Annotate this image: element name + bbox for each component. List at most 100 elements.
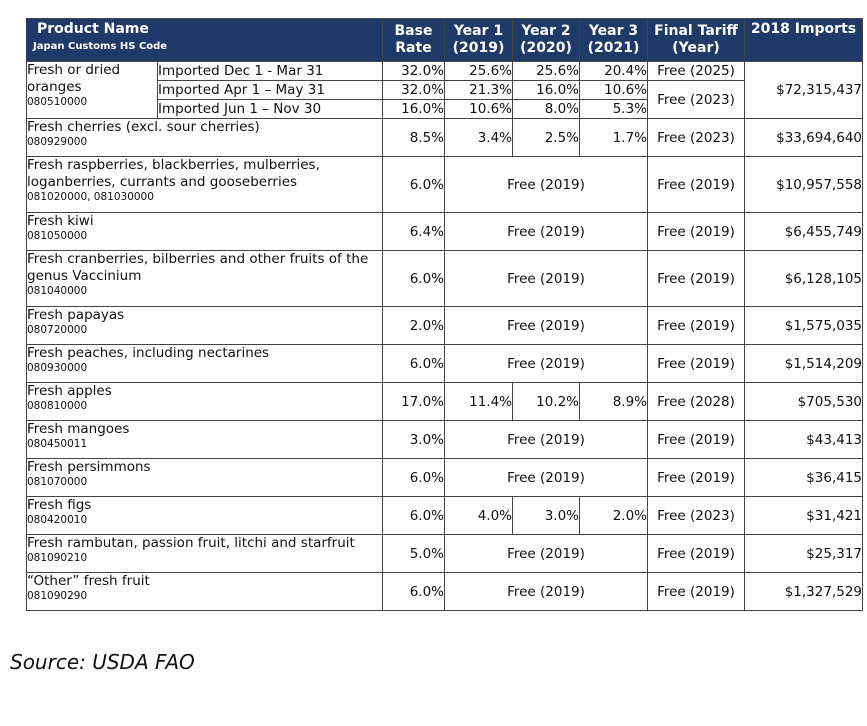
- final-tariff: Free (2019): [647, 212, 745, 251]
- base-rate: 8.5%: [382, 118, 445, 157]
- year1-3-rate: Free (2019): [444, 344, 648, 383]
- final-tariff: Free (2023): [647, 496, 745, 535]
- hs-code: 080450011: [27, 438, 88, 450]
- year1-3-rate: Free (2019): [444, 156, 648, 213]
- hs-code: 080810000: [27, 400, 88, 412]
- final-tariff: Free (2019): [647, 534, 745, 573]
- product-name-label: Product Name: [37, 21, 149, 37]
- year2-rate: 8.0%: [512, 99, 580, 119]
- imports-2018: $10,957,558: [744, 156, 863, 213]
- header-year3: Year 3 (2021): [579, 18, 648, 62]
- year3-rate: 1.7%: [579, 118, 648, 157]
- product-cell: Fresh cranberries, bilberries and other …: [26, 250, 383, 307]
- source-note: Source: USDA FAO: [10, 650, 195, 674]
- product-cell: Fresh mangoes 080450011: [26, 420, 383, 459]
- hs-code: 081090210: [27, 552, 88, 564]
- year3-rate: 10.6%: [579, 80, 648, 100]
- year3-rate: 2.0%: [579, 496, 648, 535]
- year2-rate: 16.0%: [512, 80, 580, 100]
- final-tariff: Free (2023): [647, 80, 745, 119]
- product-name: Fresh mangoes: [27, 421, 130, 437]
- base-rate: 6.4%: [382, 212, 445, 251]
- year2-rate: 3.0%: [512, 496, 580, 535]
- import-period: Imported Dec 1 - Mar 31: [157, 61, 383, 81]
- product-name: Fresh raspberries, blackberries, mulberr…: [27, 157, 320, 190]
- imports-2018: $72,315,437: [744, 61, 863, 119]
- year1-rate: 4.0%: [444, 496, 513, 535]
- year1-3-rate: Free (2019): [444, 250, 648, 307]
- imports-2018: $36,415: [744, 458, 863, 497]
- final-tariff: Free (2019): [647, 156, 745, 213]
- imports-2018: $705,530: [744, 382, 863, 421]
- table-row: Fresh papayas 080720000 2.0% Free (2019) Fre…: [26, 306, 863, 345]
- import-period: Imported Jun 1 – Nov 30: [157, 99, 383, 119]
- final-tariff: Free (2019): [647, 458, 745, 497]
- base-rate: 6.0%: [382, 458, 445, 497]
- imports-2018: $6,128,105: [744, 250, 863, 307]
- table-row: Fresh or dried oranges 080510000 Importe…: [26, 61, 863, 119]
- table-row: Fresh raspberries, blackberries, mulberr…: [26, 156, 863, 213]
- product-name: Fresh figs: [27, 497, 92, 513]
- year1-3-rate: Free (2019): [444, 458, 648, 497]
- final-tariff: Free (2028): [647, 382, 745, 421]
- year1-3-rate: Free (2019): [444, 212, 648, 251]
- year1-rate: 11.4%: [444, 382, 513, 421]
- imports-2018: $1,514,209: [744, 344, 863, 383]
- tariff-table-container: Product Name Japan Customs HS Code Base …: [26, 18, 863, 611]
- imports-2018: $25,317: [744, 534, 863, 573]
- final-tariff: Free (2019): [647, 420, 745, 459]
- final-tariff: Free (2019): [647, 572, 745, 611]
- base-rate: 3.0%: [382, 420, 445, 459]
- product-cell: Fresh raspberries, blackberries, mulberr…: [26, 156, 383, 213]
- product-name: Fresh peaches, including nectarines: [27, 345, 270, 361]
- hs-code: 081050000: [27, 230, 88, 242]
- table-row: Fresh cherries (excl. sour cherries) 0809…: [26, 118, 863, 157]
- hs-code: 080929000: [27, 136, 88, 148]
- base-rate: 6.0%: [382, 156, 445, 213]
- product-cell: Fresh peaches, including nectarines 08093…: [26, 344, 383, 383]
- base-rate: 6.0%: [382, 572, 445, 611]
- tariff-table: Product Name Japan Customs HS Code Base …: [26, 18, 863, 611]
- table-row: Fresh figs 080420010 6.0% 4.0% 3.0% 2.0% Free …: [26, 496, 863, 535]
- imports-2018: $33,694,640: [744, 118, 863, 157]
- final-tariff: Free (2019): [647, 306, 745, 345]
- product-cell: Fresh persimmons 081070000: [26, 458, 383, 497]
- year3-rate: 8.9%: [579, 382, 648, 421]
- product-name: Fresh rambutan, passion fruit, litchi an…: [27, 535, 355, 551]
- header-year2: Year 2 (2020): [512, 18, 580, 62]
- product-cell: “Other” fresh fruit 081090290: [26, 572, 383, 611]
- table-row: Fresh kiwi 081050000 6.4% Free (2019) Free (…: [26, 212, 863, 251]
- hs-code: 081020000, 081030000: [27, 191, 154, 203]
- year1-3-rate: Free (2019): [444, 572, 648, 611]
- base-rate: 32.0%: [382, 61, 445, 81]
- base-rate: 32.0%: [382, 80, 445, 100]
- base-rate: 6.0%: [382, 250, 445, 307]
- imports-2018: $31,421: [744, 496, 863, 535]
- header-base-rate: Base Rate: [382, 18, 445, 62]
- product-cell: Fresh figs 080420010: [26, 496, 383, 535]
- product-cell: Fresh rambutan, passion fruit, litchi an…: [26, 534, 383, 573]
- table-row: Fresh mangoes 080450011 3.0% Free (2019) Fre…: [26, 420, 863, 459]
- product-cell: Fresh papayas 080720000: [26, 306, 383, 345]
- base-rate: 6.0%: [382, 344, 445, 383]
- imports-2018: $1,575,035: [744, 306, 863, 345]
- table-row: Imported Apr 1 – May 31 32.0% 21.3% 16.0…: [27, 80, 863, 119]
- base-rate: 6.0%: [382, 496, 445, 535]
- hs-code-label: Japan Customs HS Code: [33, 41, 168, 52]
- header-row: Product Name Japan Customs HS Code Base …: [26, 18, 863, 62]
- table-row: Fresh apples 080810000 17.0% 11.4% 10.2% 8.9%…: [26, 382, 863, 421]
- final-tariff: Free (2025): [647, 61, 745, 81]
- product-name: Fresh apples: [27, 383, 112, 399]
- hs-code: 080510000: [27, 96, 88, 108]
- product-name: Fresh kiwi: [27, 213, 94, 229]
- year1-3-rate: Free (2019): [444, 420, 648, 459]
- year1-3-rate: Free (2019): [444, 306, 648, 345]
- table-row: “Other” fresh fruit 081090290 6.0% Free (20…: [26, 572, 863, 611]
- header-product-name: Product Name Japan Customs HS Code: [26, 18, 383, 62]
- hs-code: 081070000: [27, 476, 88, 488]
- hs-code: 081090290: [27, 590, 88, 602]
- imports-2018: $6,455,749: [744, 212, 863, 251]
- product-name: Fresh papayas: [27, 307, 125, 323]
- hs-code: 080420010: [27, 514, 88, 526]
- table-row: Fresh peaches, including nectarines 08093…: [26, 344, 863, 383]
